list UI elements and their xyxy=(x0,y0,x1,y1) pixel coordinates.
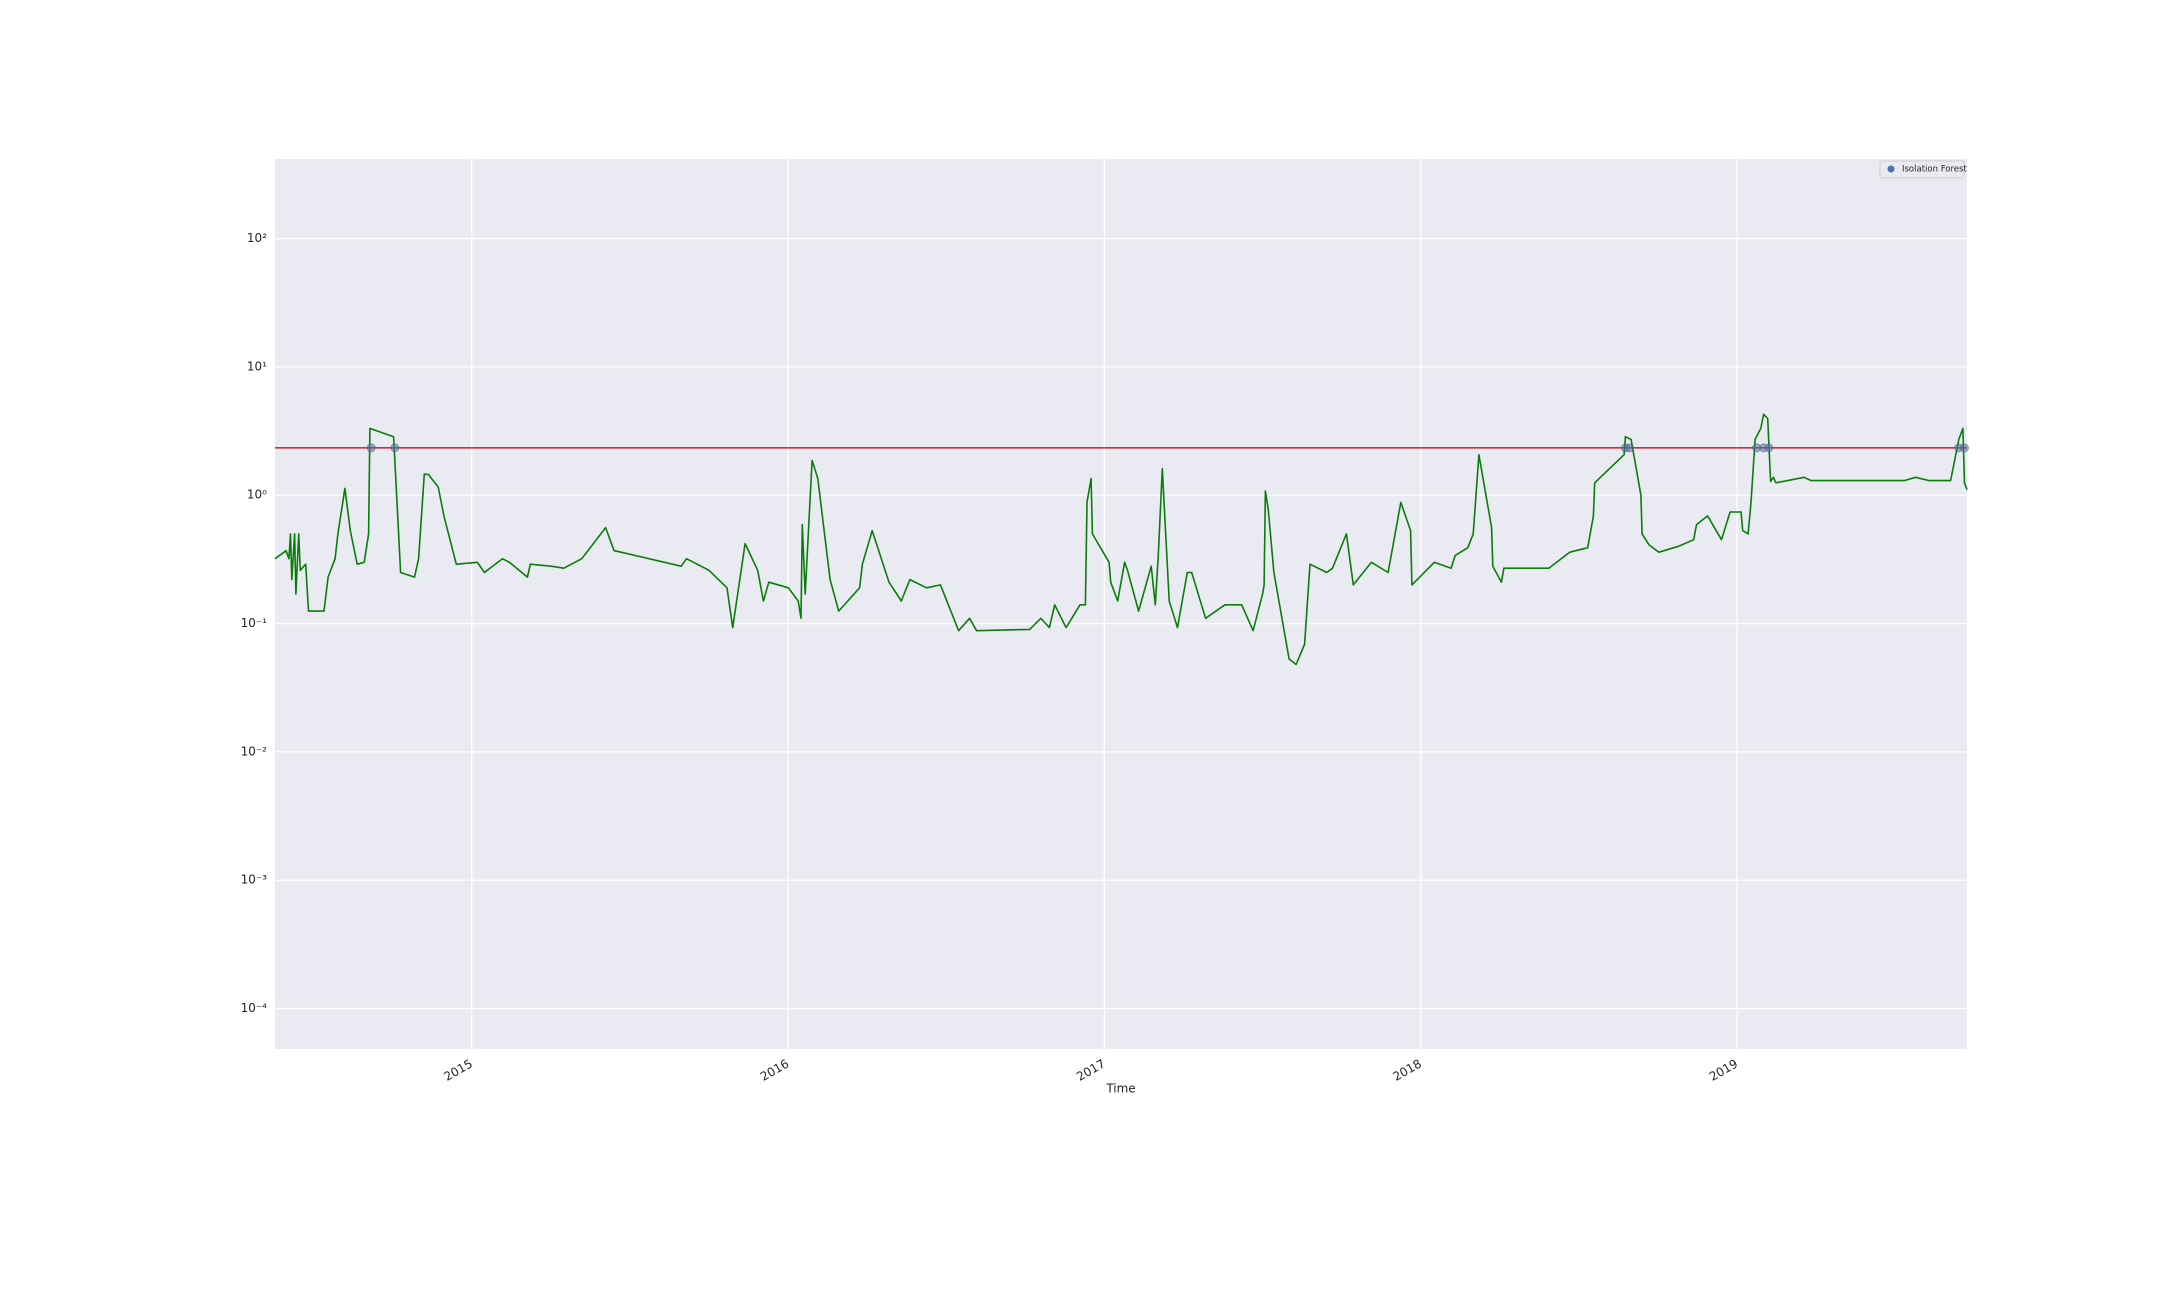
y-tick-label: 10⁻⁴ xyxy=(241,1001,268,1015)
x-tick-label: 2017 xyxy=(1074,1057,1107,1084)
y-tick-label: 10⁻³ xyxy=(241,873,268,887)
y-tick-label: 10² xyxy=(247,231,267,245)
marks xyxy=(274,413,1969,666)
x-tick-label: 2015 xyxy=(442,1057,475,1084)
grid xyxy=(275,159,1967,1049)
y-tick-label: 10¹ xyxy=(247,359,267,373)
legend-label: Isolation Forest xyxy=(1902,165,1967,175)
data-line xyxy=(274,413,1968,666)
x-tick-label: 2019 xyxy=(1707,1057,1740,1084)
y-tick-label: 10⁰ xyxy=(247,488,267,502)
legend-box xyxy=(1879,160,1965,179)
legend-marker xyxy=(1887,165,1895,173)
anomaly-point xyxy=(1624,443,1634,453)
plot-area xyxy=(275,159,1967,1049)
anomaly-point xyxy=(1959,443,1969,453)
x-tick-label: 2018 xyxy=(1391,1057,1424,1084)
x-tick-label: 2016 xyxy=(758,1057,791,1084)
x-axis-label: Time xyxy=(1105,1082,1135,1096)
anomaly-point xyxy=(1764,443,1774,453)
anomaly-point xyxy=(390,443,400,453)
y-tick-label: 10⁻² xyxy=(241,744,268,758)
legend: Isolation Forest xyxy=(1879,160,1967,179)
y-tick-label: 10⁻¹ xyxy=(241,616,268,630)
anomaly-point xyxy=(366,443,376,453)
